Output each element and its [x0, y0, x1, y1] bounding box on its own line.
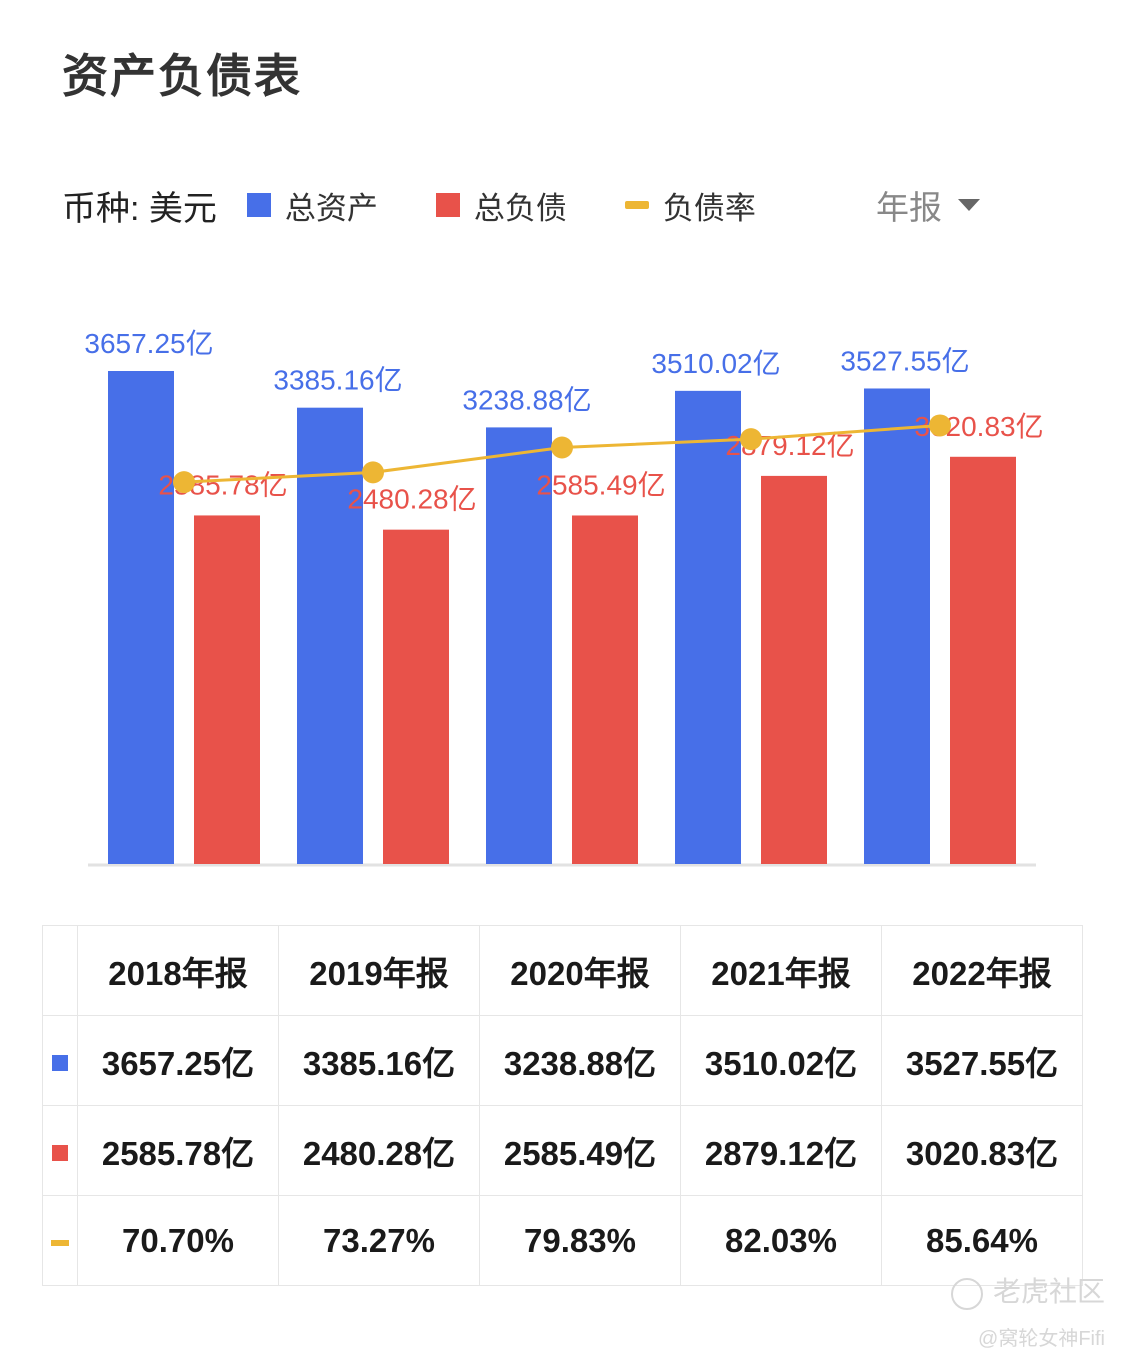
legend-bar: 币种: 美元 总资产 总负债 负债率 年报 — [62, 180, 1062, 230]
table-header-cell: 2021年报 — [680, 925, 882, 1016]
legend-label-debt-ratio: 负债率 — [662, 190, 756, 226]
table-row-total-liabilities: 2585.78亿 2480.28亿 2585.49亿 2879.12亿 3020… — [42, 1105, 1083, 1196]
legend-item-total-assets[interactable]: 总资产 — [246, 183, 378, 228]
table-cell: 3385.16亿 — [278, 1015, 480, 1106]
table-corner-cell — [42, 925, 78, 1016]
currency-label: 币种: 美元 — [62, 189, 217, 228]
legend-item-debt-ratio[interactable]: 负债率 — [624, 183, 756, 228]
balance-sheet-chart: 3657.25亿2585.78亿3385.16亿2480.28亿3238.88亿… — [84, 328, 1044, 867]
legend-label-total-assets: 总资产 — [284, 190, 378, 226]
watermark: 老虎社区 @窝轮女神Fifi — [950, 1270, 1105, 1351]
point-debt-ratio — [173, 471, 195, 494]
bar-total-assets — [864, 388, 930, 864]
data-label-total-assets: 3385.16亿 — [273, 365, 402, 396]
chevron-down-icon — [958, 199, 980, 211]
bar-total-assets — [108, 371, 174, 864]
bar-total-liabilities — [761, 475, 827, 864]
period-dropdown[interactable]: 年报 — [876, 180, 980, 230]
table-cell: 3510.02亿 — [680, 1015, 882, 1106]
table-header-cell: 2020年报 — [479, 925, 681, 1016]
table-cell: 82.03% — [680, 1195, 882, 1286]
total-liabilities-marker-icon — [52, 1144, 68, 1161]
row-marker-cell — [42, 1195, 78, 1286]
data-label-total-assets: 3238.88亿 — [462, 384, 591, 415]
table-cell: 2585.49亿 — [479, 1105, 681, 1196]
bar-total-assets — [297, 407, 363, 864]
point-debt-ratio — [551, 436, 573, 459]
page-title: 资产负债表 — [62, 50, 302, 102]
table-cell: 73.27% — [278, 1195, 480, 1286]
data-label-total-liabilities: 2585.49亿 — [536, 469, 665, 500]
table-header-row: 2018年报 2019年报 2020年报 2021年报 2022年报 — [42, 925, 1083, 1016]
bar-total-liabilities — [383, 529, 449, 864]
table-header-cell: 2022年报 — [881, 925, 1083, 1016]
bar-total-assets — [675, 390, 741, 864]
debt-ratio-marker-icon — [51, 1239, 69, 1246]
row-marker-cell — [42, 1105, 78, 1196]
table-cell: 2585.78亿 — [77, 1105, 279, 1196]
table-cell: 3020.83亿 — [881, 1105, 1083, 1196]
data-table: 2018年报 2019年报 2020年报 2021年报 2022年报 3657.… — [42, 925, 1083, 1286]
watermark-author: @窝轮女神Fifi — [978, 1328, 1105, 1350]
data-label-total-assets: 3657.25亿 — [84, 328, 213, 359]
watermark-brand: 老虎社区 — [992, 1276, 1105, 1307]
legend-label-total-liabilities: 总负债 — [473, 190, 567, 226]
legend-swatch-total-liabilities — [435, 193, 460, 217]
data-label-total-assets: 3510.02亿 — [651, 348, 780, 379]
point-debt-ratio — [929, 414, 951, 437]
table-row-total-assets: 3657.25亿 3385.16亿 3238.88亿 3510.02亿 3527… — [42, 1015, 1083, 1106]
table-cell: 79.83% — [479, 1195, 681, 1286]
table-header-cell: 2018年报 — [77, 925, 279, 1016]
tiger-logo-icon — [950, 1277, 983, 1310]
row-marker-cell — [42, 1015, 78, 1106]
table-header-cell: 2019年报 — [278, 925, 480, 1016]
total-assets-marker-icon — [52, 1054, 68, 1071]
bar-total-assets — [486, 427, 552, 864]
table-cell: 3238.88亿 — [479, 1015, 681, 1106]
legend-swatch-debt-ratio — [624, 201, 649, 209]
data-label-total-liabilities: 2480.28亿 — [347, 484, 476, 515]
point-debt-ratio — [362, 461, 384, 484]
data-label-total-assets: 3527.55亿 — [840, 345, 969, 376]
table-cell: 70.70% — [77, 1195, 279, 1286]
table-cell: 2879.12亿 — [680, 1105, 882, 1196]
period-dropdown-label: 年报 — [876, 189, 942, 226]
table-cell: 2480.28亿 — [278, 1105, 480, 1196]
table-row-debt-ratio: 70.70% 73.27% 79.83% 82.03% 85.64% — [42, 1195, 1083, 1286]
legend-item-total-liabilities[interactable]: 总负债 — [435, 183, 567, 228]
legend-swatch-total-assets — [246, 193, 271, 217]
table-cell: 3527.55亿 — [881, 1015, 1083, 1106]
point-debt-ratio — [740, 428, 762, 451]
bar-total-liabilities — [572, 515, 638, 864]
bar-total-liabilities — [194, 515, 260, 864]
table-cell: 3657.25亿 — [77, 1015, 279, 1106]
table-cell: 85.64% — [881, 1195, 1083, 1286]
bar-total-liabilities — [950, 456, 1016, 864]
